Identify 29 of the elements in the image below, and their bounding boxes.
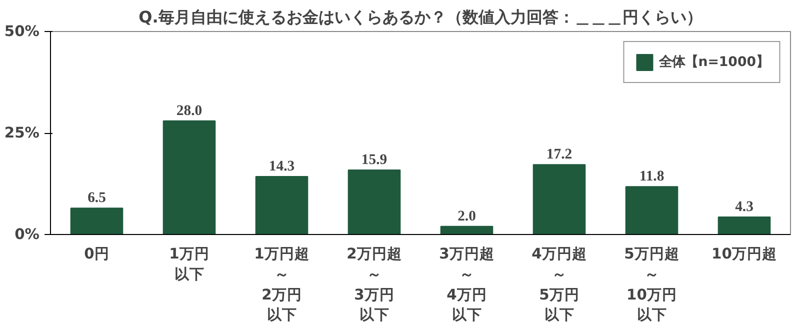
data-label: 17.2 xyxy=(546,146,572,163)
x-tick-label: 2万円超～3万円以下 xyxy=(346,246,402,324)
y-tick-label: 50% xyxy=(4,23,40,40)
bar xyxy=(70,208,124,234)
data-label: 2.0 xyxy=(458,208,476,224)
legend-label: 全体【n=1000】 xyxy=(659,54,769,71)
bar xyxy=(718,216,771,234)
data-label: 14.3 xyxy=(268,158,295,174)
data-label: 11.8 xyxy=(639,168,664,185)
x-tick-label: 10万円超 xyxy=(712,246,777,262)
bar xyxy=(348,169,401,234)
bar xyxy=(532,164,586,234)
bar xyxy=(162,120,216,234)
x-tick-label: 5万円超～10万円以下 xyxy=(624,246,680,324)
data-label: 15.9 xyxy=(361,152,388,168)
data-label: 28.0 xyxy=(176,102,202,119)
data-label: 4.3 xyxy=(735,199,754,216)
x-tick-label: 1万円以下 xyxy=(169,246,210,283)
chart-title: Q.毎月自由に使えるお金はいくらあるか？（数値入力回答：＿＿＿円くらい） xyxy=(138,8,702,26)
x-tick-label: 4万円超～5万円以下 xyxy=(532,246,587,324)
bar xyxy=(625,186,678,234)
bar xyxy=(440,226,494,234)
x-tick-label: 0円 xyxy=(84,246,110,262)
x-tick-label: 3万円超～4万円以下 xyxy=(439,246,494,324)
data-label: 6.5 xyxy=(88,190,106,206)
y-tick-label: 25% xyxy=(4,124,40,142)
y-tick-label: 0% xyxy=(14,226,40,243)
x-tick-label: 1万円超～2万円以下 xyxy=(254,246,310,324)
bar xyxy=(255,176,308,234)
